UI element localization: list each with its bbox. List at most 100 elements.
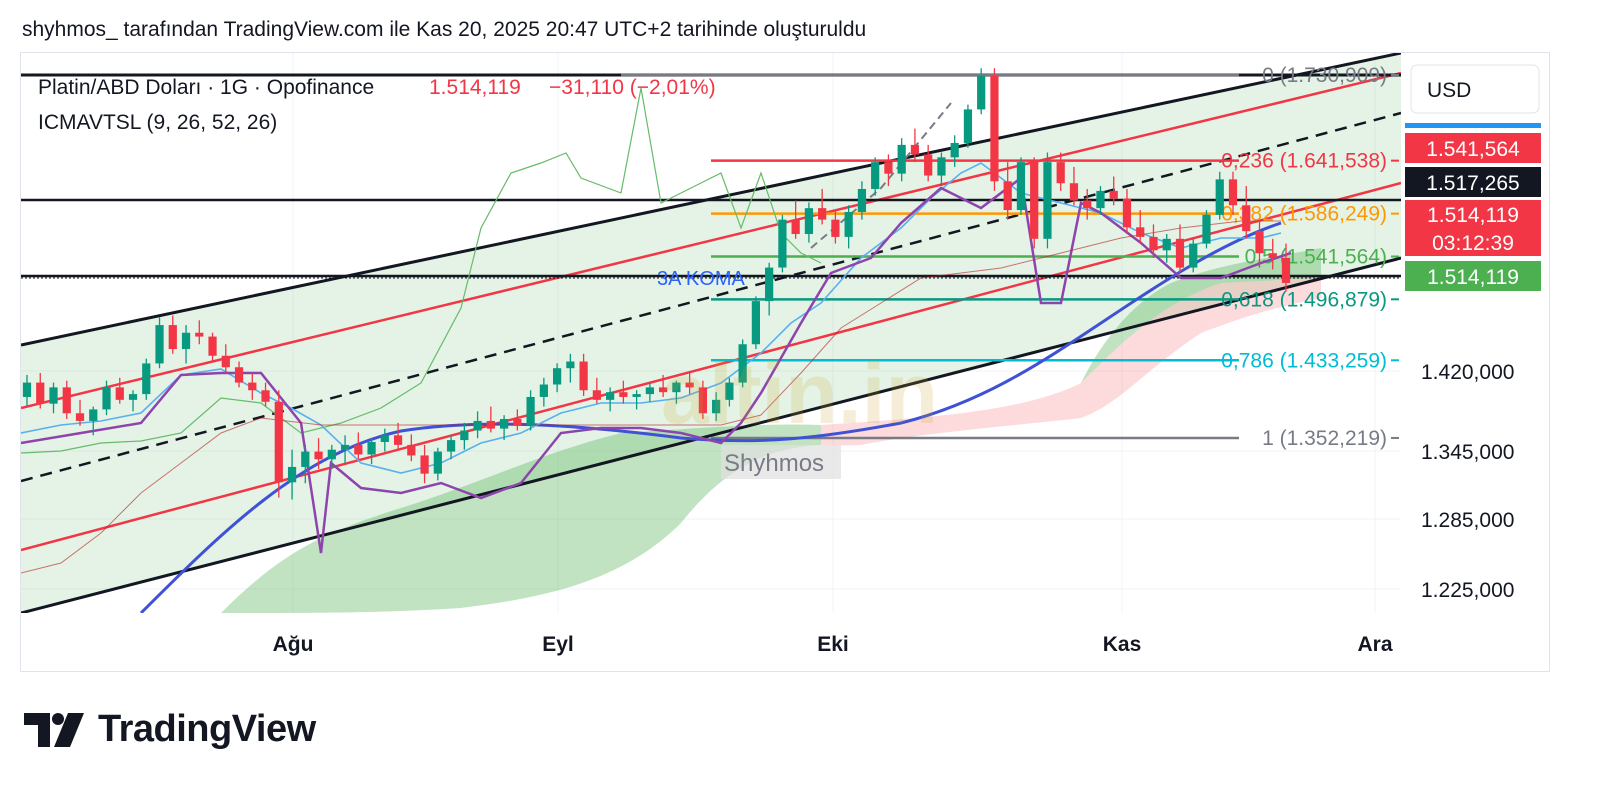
candle-body <box>1242 205 1251 232</box>
candle-body <box>102 387 111 410</box>
fib-retracement[interactable]: 0 (1.730,909) 0,236 (1.641,538) 0,382 (1.5… <box>621 64 1399 450</box>
candle-body <box>49 387 58 404</box>
candle-body <box>89 409 98 421</box>
price-badge-3: 03:12:39 <box>1405 228 1541 256</box>
price-badge-0: 1.541,564 <box>1405 133 1541 163</box>
candle-body <box>552 368 562 385</box>
candle-body <box>75 413 85 421</box>
candle-body <box>1215 179 1224 215</box>
candle-body <box>460 430 469 441</box>
candle-body <box>659 387 668 393</box>
candle-body <box>62 387 71 414</box>
candle-body <box>208 336 217 356</box>
channel-lower-line <box>21 256 1401 613</box>
candle-body <box>751 301 761 345</box>
price-badge-2: 1.514,119 <box>1405 200 1541 228</box>
candle-body <box>1281 257 1291 283</box>
candle-body <box>738 344 747 383</box>
candle-body <box>950 142 959 158</box>
plot-area: 0 (1.730,909) 0,236 (1.641,538) 0,382 (1.5… <box>21 53 1401 613</box>
candle-body <box>1149 236 1158 251</box>
x-tick-label: Ara <box>1357 633 1392 656</box>
candle-body <box>499 419 509 429</box>
candle-body <box>1030 162 1039 239</box>
price-axis[interactable]: USD 1.541,564 1.517,265 1.514,119 03:12:39 1… <box>1405 64 1541 602</box>
y-tick-label: 1.285,000 <box>1421 509 1514 532</box>
current-price-marker <box>1405 123 1541 128</box>
candle-body <box>155 325 164 364</box>
candle-body <box>1069 183 1079 201</box>
candle-body <box>871 162 880 189</box>
candle-body <box>897 144 906 174</box>
candle-body <box>1109 190 1118 199</box>
tradingview-logo-icon <box>24 712 84 747</box>
tradingview-logo[interactable]: TradingView <box>24 708 316 751</box>
candle-body <box>791 219 800 235</box>
candle-body <box>195 332 204 337</box>
candlesticks <box>22 68 1291 500</box>
candle-body <box>354 444 363 455</box>
candle-body <box>844 211 853 237</box>
candle-body <box>818 208 827 220</box>
candle-body <box>1255 231 1264 254</box>
y-tick-label: 1.345,000 <box>1421 441 1514 464</box>
candle-body <box>433 451 442 474</box>
x-tick-label: Kas <box>1103 633 1142 656</box>
koma-label: 3A KOMA <box>657 268 745 290</box>
candle-body <box>606 392 615 400</box>
fib-label-1: 0,236 (1.641,538) <box>1221 150 1387 173</box>
candle-body <box>725 382 734 400</box>
candle-body <box>274 401 283 483</box>
candle-body <box>963 109 973 143</box>
candle-body <box>645 387 654 395</box>
candle-body <box>36 382 45 404</box>
kijun-red-line <box>21 220 1281 574</box>
svg-text:1.514,119: 1.514,119 <box>1427 266 1519 289</box>
price-badge-4: 1.514,119 <box>1405 261 1541 291</box>
candle-body <box>1202 214 1211 244</box>
fib-label-2: 0,382 (1.586,249) <box>1221 203 1387 226</box>
candle-body <box>1268 253 1277 258</box>
candle-body <box>301 451 310 467</box>
candle-body <box>261 390 270 402</box>
svg-text:1.517,265: 1.517,265 <box>1426 172 1519 195</box>
candle-body <box>287 466 297 483</box>
chart-caption: shyhmos_ tarafından TradingView.com ile … <box>22 18 867 41</box>
x-tick-label: Ağu <box>273 633 314 656</box>
candle-body <box>420 455 429 474</box>
ichimoku-cloud-bear <box>821 278 1321 446</box>
candle-body <box>804 208 814 235</box>
ichimoku-cloud-bull <box>221 424 821 613</box>
time-axis[interactable]: Ağu Eyl Eki Kas Ara <box>273 633 1393 656</box>
candle-body <box>380 435 389 443</box>
legend-symbol: Platin/ABD Doları · 1G · Opofinance <box>38 76 374 99</box>
candle-body <box>1016 162 1026 211</box>
legend[interactable]: Platin/ABD Doları · 1G · Opofinance 1.51… <box>38 76 716 134</box>
candle-body <box>698 387 707 414</box>
candle-body <box>22 382 32 397</box>
lagging-span-green <box>21 87 822 454</box>
legend-indicator: ICMAVTSL (9, 26, 52, 26) <box>38 111 277 134</box>
x-tick-label: Eyl <box>542 633 574 656</box>
candle-body <box>1083 200 1092 209</box>
svg-text:03:12:39: 03:12:39 <box>1432 232 1514 255</box>
fib-label-3: 0,5 (1.541,564) <box>1245 245 1387 268</box>
price-chart[interactable]: 0 (1.730,909) 0,236 (1.641,538) 0,382 (1.5… <box>21 53 1551 673</box>
fib-label-0: 0 (1.730,909) <box>1262 64 1387 87</box>
candle-body <box>910 144 920 155</box>
candle-body <box>937 157 946 176</box>
candle-body <box>1043 162 1052 239</box>
fib-label-4: 0,618 (1.496,879) <box>1221 288 1387 311</box>
channel-fill <box>21 53 1401 613</box>
candle-body <box>248 382 257 391</box>
y-tick-label: 1.225,000 <box>1421 579 1514 602</box>
chart-frame[interactable]: 0 (1.730,909) 0,236 (1.641,538) 0,382 (1.5… <box>20 52 1550 672</box>
candle-body <box>778 219 787 268</box>
candle-body <box>473 420 482 431</box>
candle-body <box>142 363 151 395</box>
candle-body <box>327 449 336 460</box>
candle-body <box>221 355 230 368</box>
candle-body <box>234 367 244 383</box>
currency-box <box>1410 64 1540 114</box>
candle-body <box>619 392 628 397</box>
